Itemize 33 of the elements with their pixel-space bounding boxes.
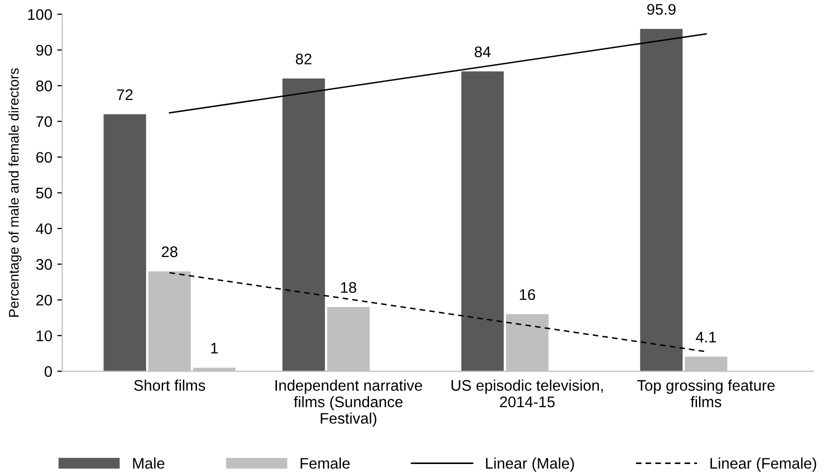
bar [640,28,683,372]
y-tick-label: 40 [36,223,52,234]
y-tick-label: 10 [36,330,52,342]
x-tick-label: Independent narrative films (Sundance Festival) [276,380,422,427]
y-tick-label: 20 [36,294,52,306]
bar [461,71,504,372]
bar [282,78,325,372]
x-tick-label: Short films [134,380,206,391]
bar [104,114,146,372]
y-tick-label: 30 [36,259,52,270]
data-label: 4.1 [696,332,716,342]
y-tick-label: 0 [44,366,52,377]
data-label: 1 [211,342,218,354]
x-tick-label: US episodic television, 2014-15 [452,380,603,408]
y-tick-label: 90 [36,44,52,56]
legend-label: Male [133,458,164,469]
data-label: 84 [474,46,491,58]
legend-label: Female [300,458,350,469]
legend-label: Linear (Male) [486,458,574,472]
y-tick-label: 60 [36,152,52,163]
y-tick-label: 100 [28,9,52,20]
data-label: 18 [341,282,356,293]
data-label: 28 [162,246,178,258]
data-label: 16 [520,289,536,300]
y-tick-label: 50 [36,188,52,198]
data-label: 95.9 [647,4,676,15]
data-label: 82 [296,54,312,64]
legend-label: Linear (Female) [710,458,816,472]
y-tick-label: 70 [36,116,52,128]
y-axis-title: Percentage of male and female directors [8,68,22,317]
y-tick-label: 80 [36,80,52,92]
data-label: 72 [117,89,133,100]
x-tick-label: Top grossing feature films [637,380,775,408]
